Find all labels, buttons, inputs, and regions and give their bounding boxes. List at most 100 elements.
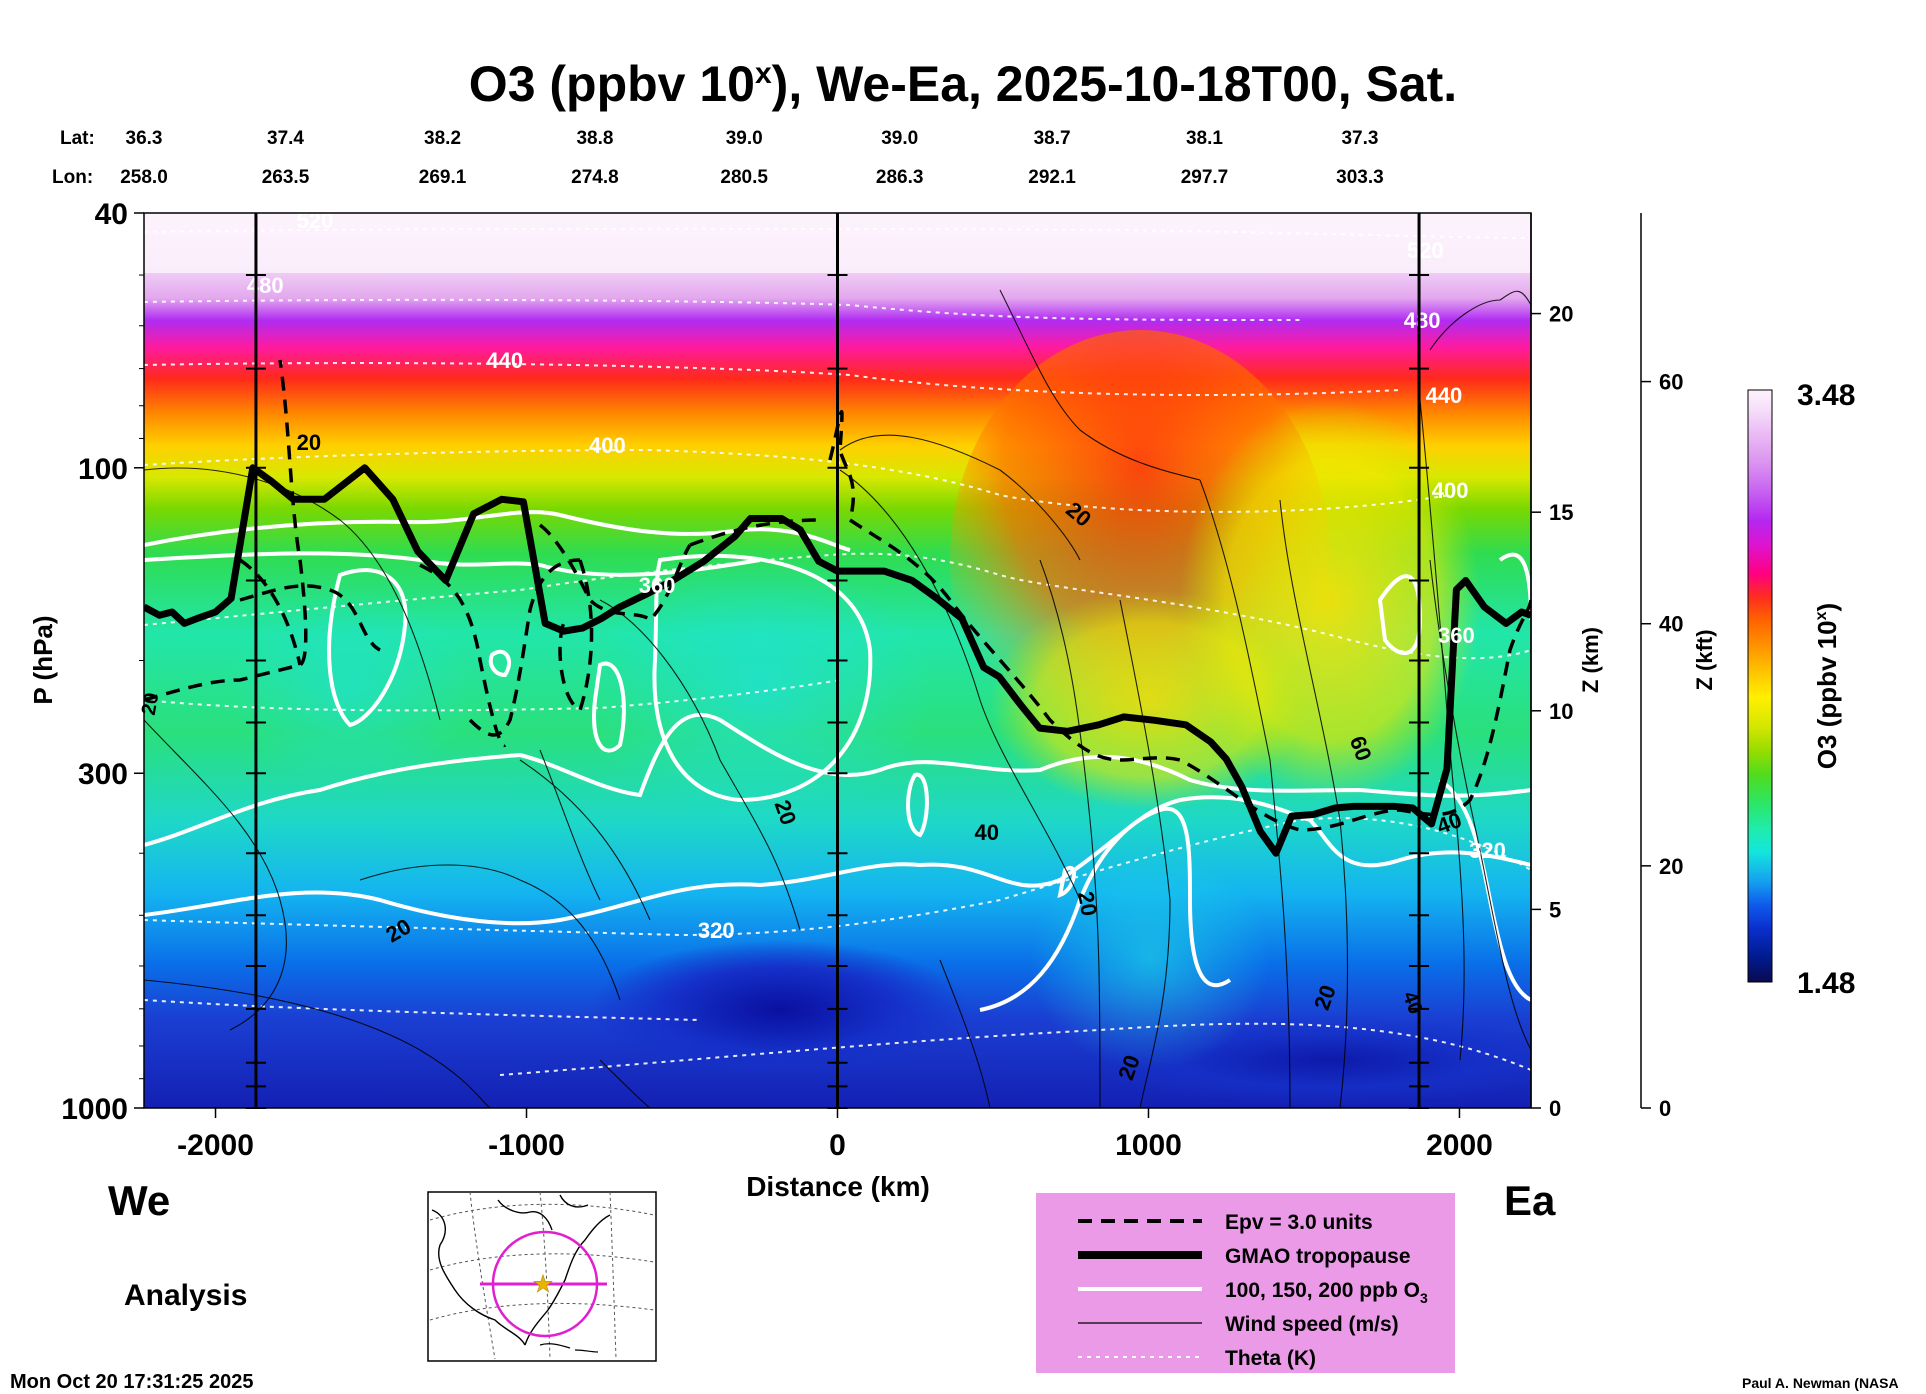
wind-line-19 <box>539 749 601 901</box>
wind-line-18 <box>939 959 991 1108</box>
y-axis: 40 100 300 1000 <box>61 198 144 1126</box>
credit-label: Paul A. Newman (NASA <box>1742 1375 1899 1391</box>
lat-value: 38.7 <box>1034 128 1071 149</box>
ozone-contour-blob-2 <box>652 553 873 803</box>
wind-line-2 <box>144 467 441 721</box>
cyan-region-3 <box>1030 850 1270 1070</box>
lat-value: 38.2 <box>424 128 461 149</box>
x-tick-label: 2000 <box>1426 1129 1493 1162</box>
ozone-contour-100 <box>144 795 1531 926</box>
wind-speed-label: 20 <box>297 430 321 455</box>
lat-value: 36.3 <box>126 128 163 149</box>
theta-label: 440 <box>486 348 523 373</box>
z-km-tick-label: 10 <box>1549 699 1573 724</box>
y-axis-label: P (hPa) <box>28 615 58 704</box>
wind-line-7 <box>839 434 1081 561</box>
theta-label: 400 <box>589 433 626 458</box>
theta-label: 480 <box>247 273 284 298</box>
graticule-5 <box>539 1191 551 1360</box>
z-kft-tick-label: 60 <box>1659 370 1683 395</box>
z-kft-axis-label: Z (kft) <box>1692 629 1717 690</box>
z-kft-tick-label: 20 <box>1659 854 1683 879</box>
wind-line-10 <box>1119 599 1171 1108</box>
ozone-contour-label: 20 <box>138 691 164 717</box>
wind-line-17 <box>599 1059 651 1108</box>
z-km-axis: 0 5 10 15 20 <box>1530 213 1573 1121</box>
wind-line-4 <box>599 599 801 931</box>
wind-line-9 <box>1039 559 1101 1108</box>
graticule-4 <box>469 1191 496 1360</box>
lat-row-label: Lat: <box>60 128 95 149</box>
west-label: We <box>108 1177 170 1224</box>
x-tick-label: -1000 <box>488 1129 565 1162</box>
east-label: Ea <box>1504 1177 1556 1224</box>
epv-line-1 <box>144 359 308 702</box>
ozone-contour-blob-5 <box>1057 866 1077 898</box>
x-axis: -2000 -1000 0 1000 2000 <box>177 1108 1493 1162</box>
lat-value: 37.3 <box>1341 128 1378 149</box>
x-tick-label: -2000 <box>177 1129 254 1162</box>
legend-label: Epv = 3.0 units <box>1225 1211 1373 1234</box>
epv-line-3 <box>239 584 381 652</box>
z-km-axis-label: Z (km) <box>1578 627 1603 693</box>
lat-value: 38.1 <box>1186 128 1223 149</box>
epv-line-10 <box>849 518 1121 762</box>
z-km-tick-label: 20 <box>1549 302 1573 327</box>
z-km-tick-label: 0 <box>1549 1096 1561 1121</box>
epv-line-6 <box>558 559 594 713</box>
timestamp-label: Mon Oct 20 17:31:25 2025 <box>10 1371 253 1393</box>
center-star-icon: ★ <box>532 1271 554 1298</box>
theta-label: 320 <box>1469 838 1506 863</box>
inset-map-frame <box>427 1191 657 1362</box>
legend: Epv = 3.0 units GMAO tropopause 100, 150, … <box>1036 1193 1455 1373</box>
legend-entries: Epv = 3.0 units GMAO tropopause 100, 150, … <box>1078 1211 1428 1370</box>
wind-line-5 <box>519 759 651 921</box>
lon-row-label: Lon: <box>52 167 93 188</box>
x-tick-label: 0 <box>829 1129 846 1162</box>
cyan-region-2 <box>230 590 470 790</box>
epv-line-5 <box>468 558 581 737</box>
north-america-coast <box>431 1194 611 1346</box>
legend-label: GMAO tropopause <box>1225 1245 1411 1268</box>
theta-label: 400 <box>1432 478 1469 503</box>
y-tick-label: 1000 <box>61 1093 128 1126</box>
map-graticule <box>429 1191 655 1360</box>
theta-label: 320 <box>698 918 735 943</box>
lon-value: 280.5 <box>720 167 768 188</box>
legend-label: 100, 150, 200 ppb O3 <box>1225 1279 1428 1306</box>
theta-line-360 <box>144 552 1531 660</box>
colorbar <box>1747 389 1773 983</box>
yellow-tongue <box>990 590 1310 810</box>
lon-value: 297.7 <box>1181 167 1229 188</box>
profile-lines <box>245 213 1430 1109</box>
wind-speed-label: 20 <box>1073 889 1102 917</box>
wind-line-16 <box>359 864 621 1001</box>
chart-title: O3 (ppbv 10x), We-Ea, 2025-10-18T00, Sat… <box>469 56 1457 112</box>
wind-line-6 <box>839 469 1081 901</box>
coord-labels: 36.3 258.0 37.4 263.5 38.2 269.1 38.8 274.8 39.0… <box>120 128 1384 188</box>
colorbar-max-label: 3.48 <box>1797 379 1855 412</box>
wind-line-1 <box>144 719 287 1031</box>
theta-label: 520 <box>297 208 334 233</box>
plot-area <box>144 213 1531 1108</box>
lat-value: 39.0 <box>726 128 763 149</box>
ozone-contour-200 <box>144 510 851 552</box>
theta-label: 480 <box>1404 308 1441 333</box>
colorbar-min-label: 1.48 <box>1797 967 1855 1000</box>
wind-line-8 <box>999 289 1201 481</box>
theta-line-320 <box>144 679 841 712</box>
ozone-contour-lower-1 <box>979 806 1232 1012</box>
theta-isentropes <box>144 227 1531 1076</box>
lat-value: 37.4 <box>267 128 304 149</box>
theta-label: 360 <box>1438 623 1475 648</box>
legend-label: Wind speed (m/s) <box>1225 1313 1399 1336</box>
z-kft-axis: 0 20 40 60 <box>1640 213 1683 1121</box>
wind-speed-label: 40 <box>975 820 999 845</box>
z-kft-tick-label: 0 <box>1659 1096 1671 1121</box>
theta-line-300 <box>144 999 701 1021</box>
theta-label: 440 <box>1426 383 1463 408</box>
lon-value: 286.3 <box>876 167 924 188</box>
epv-line-7 <box>538 523 692 623</box>
theta-line-320b <box>144 817 1531 937</box>
